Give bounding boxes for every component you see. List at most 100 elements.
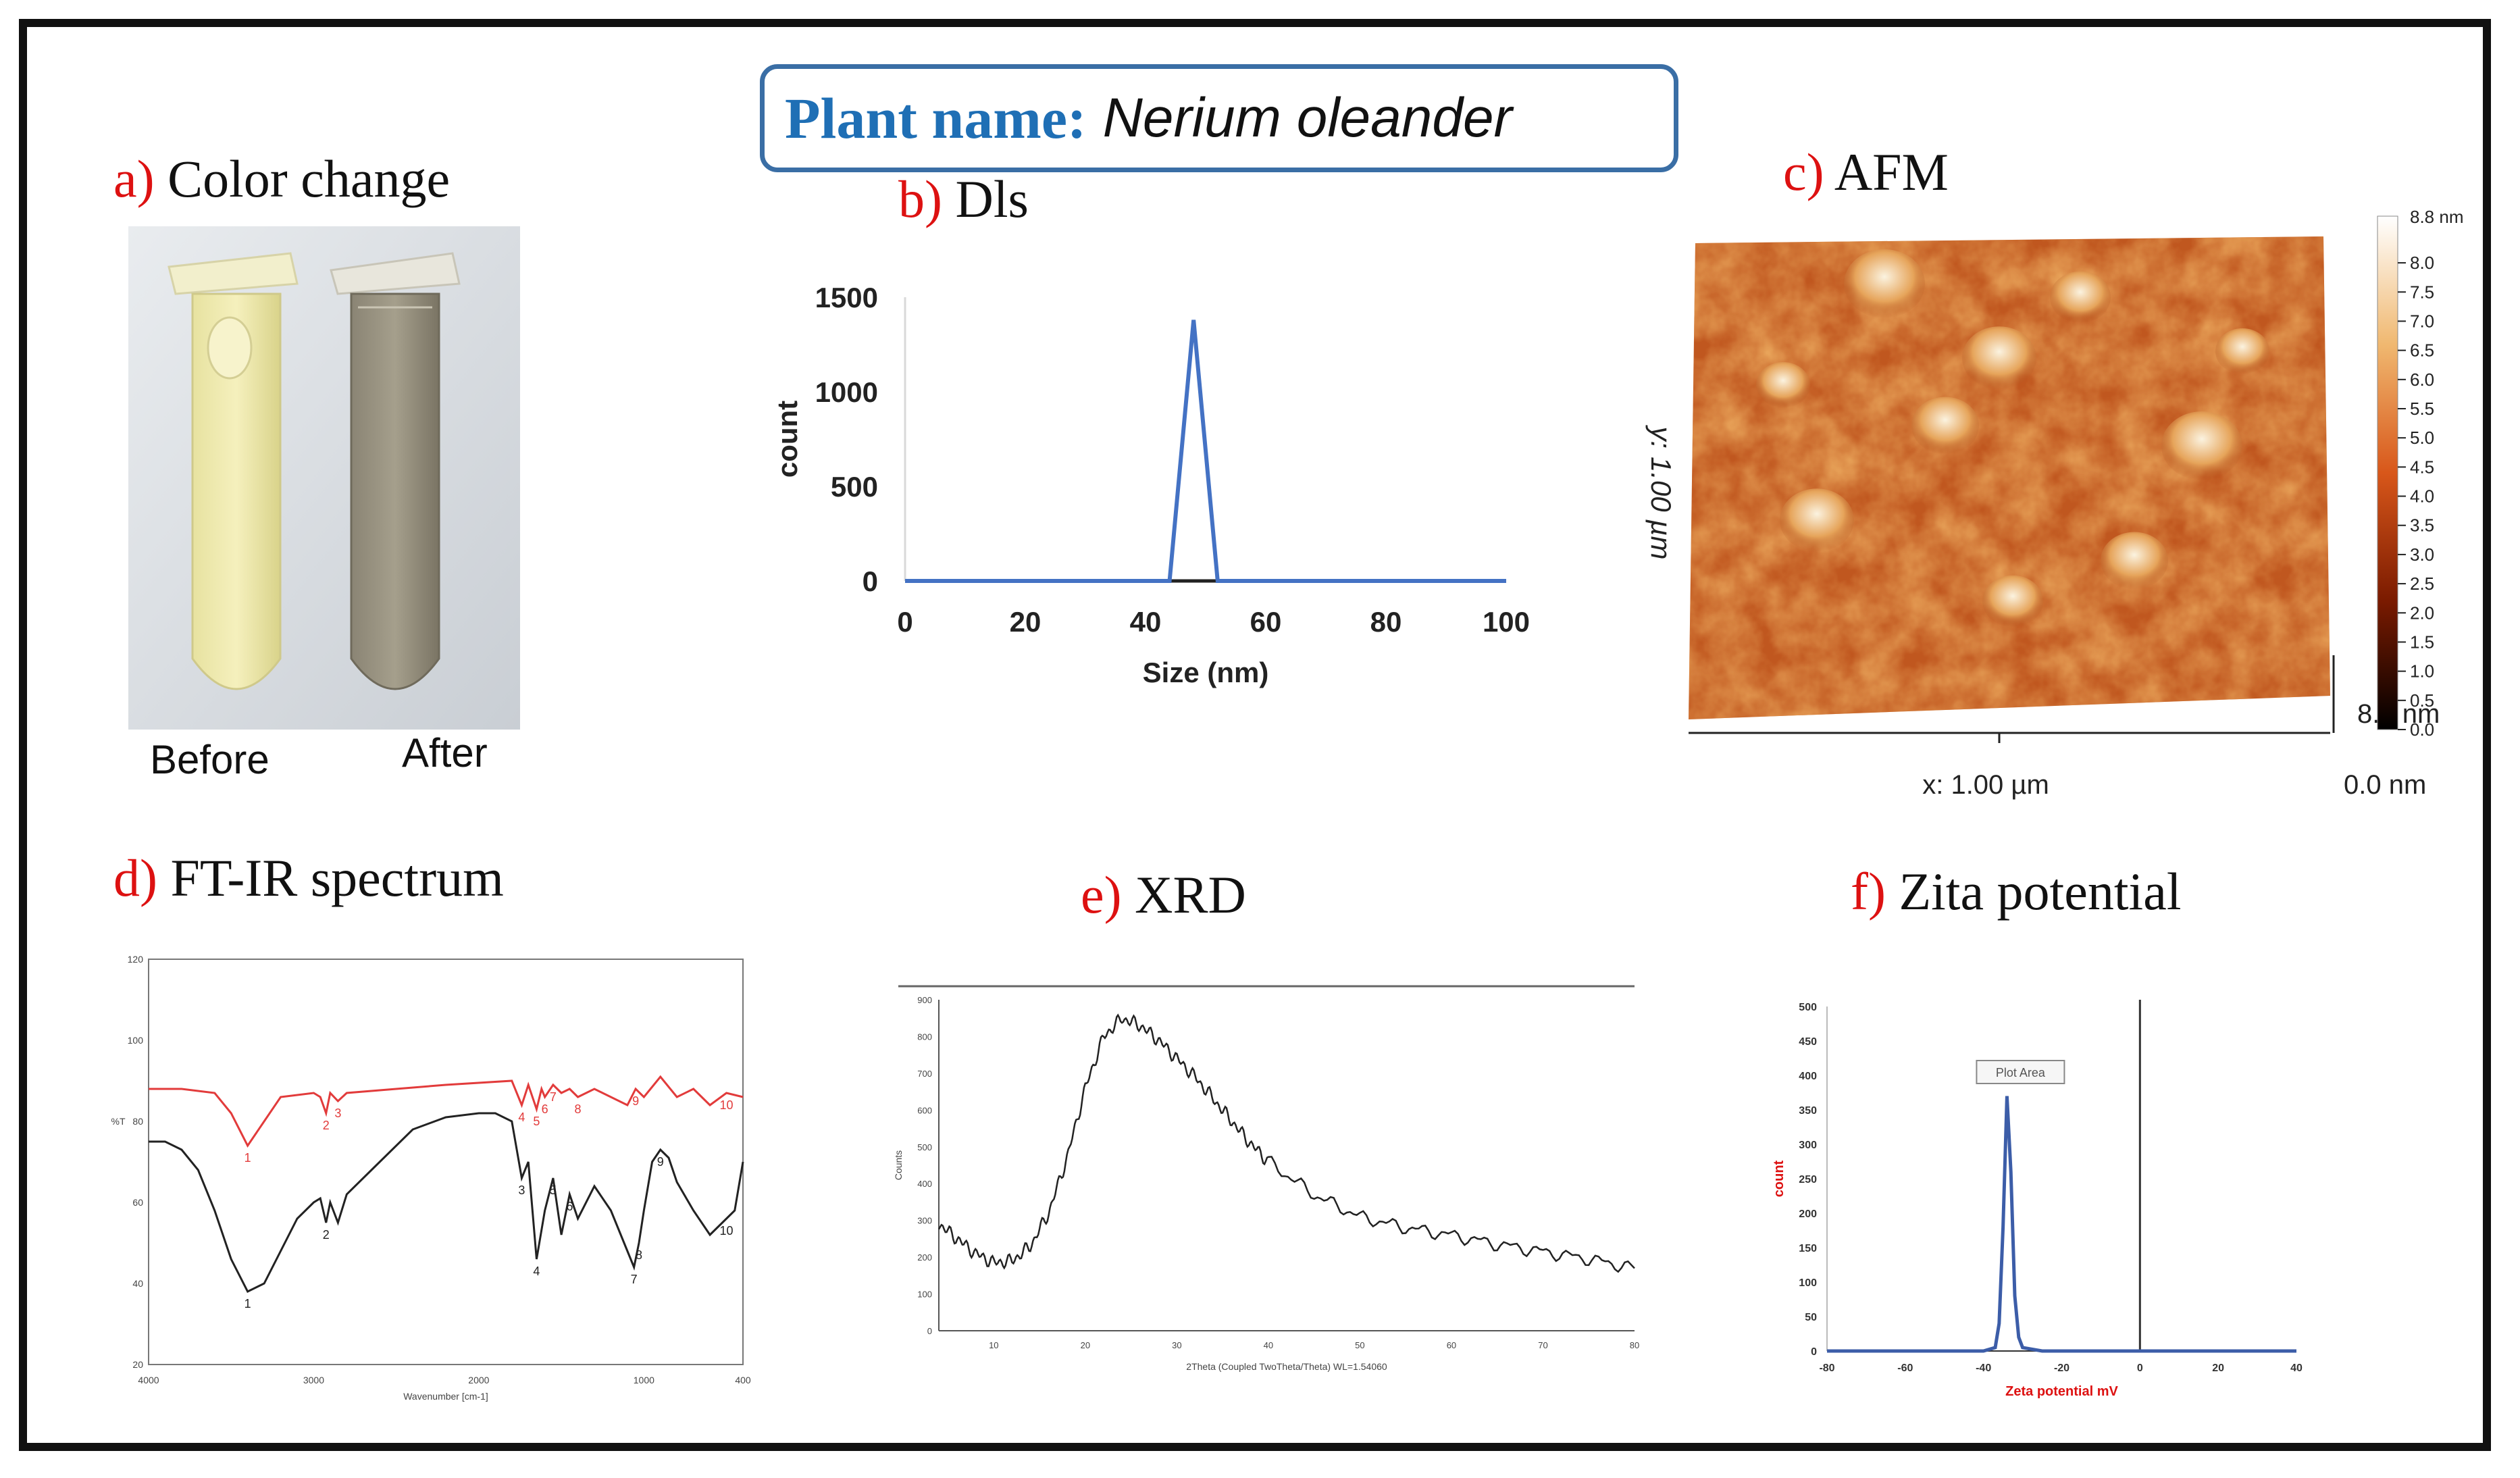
panel-f-title: f) Zita potential — [1851, 861, 2181, 922]
zeta-y-tick-label: 100 — [1799, 1277, 1817, 1289]
xrd-x-tick-label: 60 — [1447, 1340, 1456, 1350]
dls-x-tick-label: 20 — [1010, 606, 1042, 638]
xrd-x-tick-label: 20 — [1081, 1340, 1090, 1350]
ftir-peak-label: 2 — [323, 1228, 330, 1242]
panel-d-letter: d) — [113, 848, 157, 907]
dls-series-line — [905, 320, 1506, 583]
dls-y-tick-label: 0 — [863, 565, 878, 597]
afm-grain — [2215, 328, 2269, 374]
xrd-x-tick-label: 50 — [1355, 1340, 1364, 1350]
zeta-y-tick-label: 50 — [1805, 1312, 1817, 1323]
dls-y-tick-label: 1000 — [815, 376, 878, 408]
afm-surface-texture — [1689, 236, 2330, 719]
ftir-peak-label: 10 — [720, 1224, 734, 1238]
afm-grain — [1844, 249, 1925, 318]
panel-b-title-text: Dls — [955, 170, 1029, 228]
xrd-y-tick-label: 0 — [927, 1326, 932, 1336]
ftir-peak-label: 7 — [550, 1090, 557, 1104]
ftir-peak-label: 1 — [245, 1297, 251, 1310]
ftir-background — [88, 932, 777, 1405]
zeta-y-tick-label: 200 — [1799, 1208, 1817, 1220]
xrd-y-tick-label: 400 — [917, 1179, 932, 1189]
zeta-annotation-box — [1976, 1060, 2065, 1084]
afm-grain — [2161, 411, 2242, 480]
ftir-x-axis-label: Wavenumber [cm-1] — [403, 1391, 488, 1402]
ftir-peak-label: 2 — [323, 1119, 330, 1132]
afm-colorbar-tick-label: 5.0 — [2410, 428, 2434, 448]
plant-name-value: Nerium oleander — [1102, 87, 1512, 149]
afm-grain — [2050, 271, 2111, 324]
ftir-peak-label: 4 — [533, 1265, 540, 1278]
xrd-y-tick-label: 800 — [917, 1031, 932, 1042]
panel-f-title-text: Zita potential — [1899, 862, 2182, 921]
afm-grain — [1962, 326, 2036, 390]
afm-colorbar-tick-label: 8.0 — [2410, 253, 2434, 273]
xrd-y-tick-label: 500 — [917, 1142, 932, 1152]
dls-x-tick-label: 100 — [1483, 606, 1530, 638]
afm-colorbar-tick-label: 3.5 — [2410, 515, 2434, 536]
ftir-peak-label: 5 — [533, 1115, 540, 1128]
zeta-y-tick-label: 450 — [1799, 1036, 1817, 1048]
panel-e-letter: e) — [1081, 865, 1122, 924]
afm-grain — [1911, 397, 1979, 455]
xrd-x-tick-label: 40 — [1264, 1340, 1273, 1350]
panel-e-title: e) XRD — [1081, 865, 1246, 925]
afm-colorbar-tick-label: 4.0 — [2410, 486, 2434, 507]
afm-grain — [1756, 362, 1810, 408]
dls-x-tick-label: 80 — [1370, 606, 1402, 638]
afm-z-min-label: 0.0 nm — [2344, 770, 2426, 800]
ftir-y-axis-label: %T — [111, 1116, 126, 1127]
dls-x-axis-label: Size (nm) — [1143, 657, 1269, 688]
xrd-x-tick-label: 30 — [1172, 1340, 1181, 1350]
tubes-photo — [128, 226, 520, 730]
afm-colorbar-tick-label: 2.5 — [2410, 574, 2434, 594]
ftir-y-tick-label: 20 — [132, 1359, 143, 1370]
zeta-series-line — [1827, 1096, 2296, 1353]
ftir-peak-label: 8 — [575, 1102, 582, 1116]
afm-colorbar-tick-label: 6.5 — [2410, 340, 2434, 361]
afm-grain — [1780, 488, 1854, 552]
zeta-x-tick-label: -60 — [1897, 1362, 1913, 1374]
ftir-y-tick-label: 120 — [128, 954, 144, 965]
panel-c-title: c) AFM — [1783, 142, 1949, 203]
xrd-x-axis-label: 2Theta (Coupled TwoTheta/Theta) WL=1.540… — [1186, 1361, 1387, 1372]
before-label: Before — [150, 737, 269, 782]
ftir-y-tick-label: 40 — [132, 1278, 143, 1289]
xrd-x-tick-label: 70 — [1538, 1340, 1547, 1350]
zeta-y-tick-label: 350 — [1799, 1105, 1817, 1117]
zeta-y-tick-label: 150 — [1799, 1243, 1817, 1254]
zeta-x-tick-label: 20 — [2212, 1362, 2224, 1374]
afm-z-axis-label: 8.8 nm — [2357, 699, 2440, 729]
zeta-y-tick-label: 400 — [1799, 1071, 1817, 1082]
afm-grain — [1982, 575, 2043, 628]
afm-image: x: 1.00 µm 0.0 nm 8.8 nm y: 1.00 µm 8.8 nm 8.… — [1645, 207, 2464, 800]
after-label: After — [402, 730, 488, 775]
panel-f-letter: f) — [1851, 862, 1886, 921]
dls-x-tick-label: 40 — [1130, 606, 1162, 638]
xrd-chart: 10 20 30 40 50 60 70 80010020030040050060070080… — [893, 985, 1639, 1372]
panel-e-title-text: XRD — [1135, 865, 1246, 924]
ftir-peak-label: 6 — [542, 1102, 548, 1116]
afm-x-axis-label: x: 1.00 µm — [1922, 770, 2049, 800]
zeta-x-tick-label: 0 — [2137, 1362, 2143, 1374]
zeta-y-tick-label: 300 — [1799, 1140, 1817, 1151]
xrd-series-line — [937, 1013, 1635, 1273]
ftir-x-tick-label: 4000 — [138, 1375, 159, 1385]
ftir-peak-label: 7 — [631, 1273, 638, 1286]
afm-colorbar-tick-label: 7.5 — [2410, 282, 2434, 302]
xrd-y-tick-label: 900 — [917, 995, 932, 1005]
xrd-y-axis-label: Counts — [893, 1150, 904, 1180]
panel-a-title: a) Color change — [113, 149, 450, 209]
tube-before — [168, 252, 299, 690]
afm-colorbar-tick-label: 7.0 — [2410, 311, 2434, 331]
ftir-peak-label: 6 — [566, 1200, 573, 1213]
xrd-x-tick-label: 10 — [989, 1340, 998, 1350]
dls-y-tick-label: 1500 — [815, 282, 878, 313]
ftir-x-tick-label: 3000 — [303, 1375, 324, 1385]
ftir-peak-label: 1 — [245, 1151, 251, 1165]
panel-b-letter: b) — [898, 170, 942, 228]
ftir-peak-label: 8 — [636, 1248, 642, 1262]
xrd-x-tick-label: 80 — [1630, 1340, 1639, 1350]
xrd-y-tick-label: 100 — [917, 1290, 932, 1300]
afm-colorbar-tick-label: 6.0 — [2410, 370, 2434, 390]
